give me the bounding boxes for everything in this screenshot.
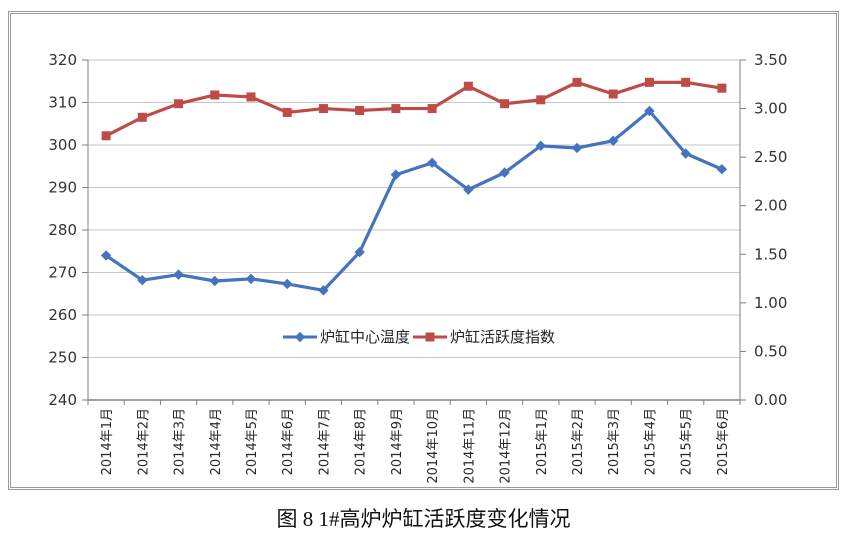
right-axis-tick-label: 1.00 — [754, 294, 787, 312]
x-axis-label: 2014年7月 — [317, 408, 332, 475]
x-axis-label: 2014年8月 — [354, 408, 369, 475]
data-point-square — [355, 106, 365, 116]
right-axis-tick-label: 1.50 — [754, 245, 787, 263]
data-point-diamond — [390, 169, 402, 180]
data-point-square — [536, 95, 546, 105]
data-point-square — [137, 112, 147, 122]
left-axis-tick-label: 280 — [48, 221, 77, 239]
data-point-square — [644, 77, 654, 87]
x-axis-label: 2015年4月 — [643, 408, 658, 475]
data-point-diamond — [608, 135, 619, 146]
left-axis-tick-label: 270 — [48, 264, 77, 282]
right-axis-tick-label: 0.00 — [754, 391, 787, 409]
data-point-diamond — [499, 167, 510, 178]
data-point-square — [572, 77, 582, 87]
x-axis-label: 2015年2月 — [571, 408, 586, 475]
data-point-square — [608, 89, 618, 99]
data-point-diamond — [137, 274, 148, 286]
data-point-diamond — [644, 105, 655, 117]
data-point-square — [427, 104, 437, 114]
figure-caption: 图 8 1#高炉炉缸活跃度变化情况 — [276, 507, 571, 531]
series-line — [104, 80, 724, 138]
chart-frame — [8, 11, 839, 490]
x-axis-label: 2014年1月 — [100, 408, 115, 475]
series-activity-index — [101, 77, 727, 141]
data-point-diamond — [173, 269, 184, 280]
right-axis-tick-label: 0.50 — [754, 342, 787, 360]
x-axis-label: 2015年3月 — [607, 408, 622, 475]
data-point-square — [318, 104, 328, 114]
x-axis-label: 2014年11月 — [462, 408, 477, 484]
chart-frame-inner-border — [10, 13, 837, 488]
x-axis-label: 2015年6月 — [716, 408, 731, 475]
x-axis-label: 2014年6月 — [281, 408, 296, 475]
left-axis-tick-label: 300 — [48, 136, 77, 154]
legend-item-temperature: 炉缸中心温度 — [282, 326, 410, 347]
data-point-square — [500, 99, 510, 109]
right-axis-tick-label: 3.00 — [754, 100, 787, 118]
left-axis-tick-label: 240 — [48, 391, 77, 409]
data-point-diamond — [282, 278, 293, 290]
data-point-square — [463, 81, 473, 91]
data-point-square — [391, 104, 401, 114]
data-point-square — [174, 99, 184, 109]
data-point-diamond — [571, 142, 583, 154]
x-axis-label: 2014年3月 — [173, 408, 188, 475]
data-point-square — [246, 92, 256, 102]
data-point-diamond — [463, 184, 474, 195]
x-axis-label: 2014年5月 — [245, 408, 260, 475]
data-point-square — [681, 77, 691, 87]
x-axis-label: 2014年4月 — [209, 408, 224, 475]
data-point-diamond — [680, 148, 691, 159]
legend-label-activity-index: 炉缸活跃度指数 — [450, 328, 556, 346]
data-point-diamond — [716, 164, 728, 175]
data-point-diamond — [535, 140, 546, 152]
left-axis-tick-label: 310 — [48, 94, 77, 112]
data-point-diamond — [354, 246, 365, 258]
data-point-diamond — [245, 273, 257, 285]
left-axis-tick-label: 320 — [48, 51, 77, 69]
data-point-square — [282, 107, 292, 117]
left-axis-tick-label: 250 — [48, 349, 77, 367]
data-point-diamond — [100, 250, 112, 261]
chart-legend: 炉缸中心温度 炉缸活跃度指数 — [282, 326, 555, 347]
red-square-marker-icon — [412, 330, 448, 344]
data-point-square — [210, 90, 220, 100]
series-temperature — [100, 105, 728, 296]
x-axis-label: 2014年2月 — [136, 408, 151, 475]
blue-diamond-marker-icon — [282, 330, 318, 344]
data-point-diamond — [318, 285, 329, 296]
data-point-diamond — [426, 157, 438, 169]
left-axis-tick-label: 290 — [48, 179, 77, 197]
data-point-square — [101, 131, 111, 141]
x-axis-label: 2015年1月 — [535, 408, 550, 475]
x-axis-label: 2014年12月 — [499, 408, 514, 484]
series-line — [104, 109, 724, 292]
legend-item-activity-index: 炉缸活跃度指数 — [412, 326, 555, 347]
data-point-diamond — [209, 275, 220, 287]
x-axis-label: 2015年5月 — [680, 408, 695, 475]
right-axis-tick-label: 2.50 — [754, 148, 787, 166]
right-axis-tick-label: 3.50 — [754, 51, 787, 69]
right-axis-tick-label: 2.00 — [754, 197, 787, 215]
legend-label-temperature: 炉缸中心温度 — [320, 328, 411, 346]
x-axis-label: 2014年10月 — [426, 408, 441, 484]
data-point-square — [717, 83, 727, 93]
x-axis-label: 2014年9月 — [390, 408, 405, 475]
left-axis-tick-label: 260 — [48, 306, 77, 324]
